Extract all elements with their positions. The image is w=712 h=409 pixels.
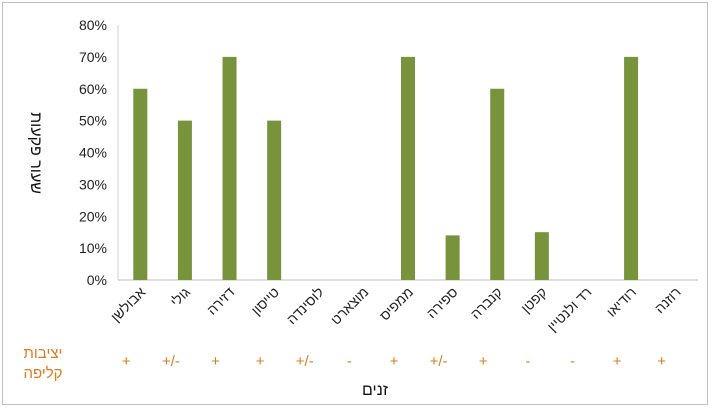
peel-stability-mark: +	[613, 353, 622, 370]
peel-stability-mark: +	[256, 353, 265, 370]
category-label: דזירה	[204, 284, 238, 318]
category-label: קנברה	[467, 284, 505, 322]
y-tick-label: 80%	[79, 17, 107, 33]
y-tick-label: 30%	[79, 176, 107, 192]
peel-stability-mark: -	[525, 353, 530, 370]
peel-stability-mark: +/-	[296, 353, 314, 370]
y-tick-label: 40%	[79, 145, 107, 161]
bar-10	[534, 232, 549, 280]
chart-frame: 0% 10% 20% 30% 40% 50% 60% 70% 80% אבולשן + גולי +/-…	[2, 2, 708, 405]
peel-stability-title: יציבות קליפה	[23, 345, 62, 382]
bar-1	[133, 88, 148, 280]
y-axis-title: שעור פקעות	[27, 112, 44, 194]
peel-stability-mark: +	[211, 353, 220, 370]
category-label: טייסון	[248, 284, 282, 318]
peel-stability-mark: +	[657, 353, 666, 370]
category-label: לוסינדה	[283, 284, 327, 328]
category-label: מוצארט	[327, 284, 371, 328]
peel-stability-mark: -	[570, 353, 575, 370]
category-label: רודיאו	[603, 284, 639, 320]
bar-chart: 0% 10% 20% 30% 40% 50% 60% 70% 80% אבולשן + גולי +/-…	[23, 17, 698, 399]
y-tick-label: 20%	[79, 208, 107, 224]
category-label: רוזנה	[651, 284, 684, 317]
y-tick-label: 50%	[79, 113, 107, 129]
bar-2	[177, 120, 192, 280]
y-tick-label: 70%	[79, 49, 107, 65]
y-tick-label: 0%	[87, 272, 107, 288]
x-axis-title: זנים	[362, 382, 388, 399]
peel-stability-mark: -	[347, 353, 352, 370]
bar-8	[445, 235, 460, 280]
bar-4	[267, 120, 282, 280]
peel-stability-mark: +/-	[430, 353, 448, 370]
category-label: ממפיס	[376, 284, 416, 324]
y-tick-label: 60%	[79, 81, 107, 97]
peel-stability-mark: +/-	[162, 353, 180, 370]
peel-stability-mark: +	[122, 353, 131, 370]
bar-12	[624, 56, 639, 280]
peel-stability-mark: +	[479, 353, 488, 370]
bar-3	[222, 56, 237, 280]
bar-9	[490, 88, 505, 280]
bar-7	[401, 56, 415, 280]
category-label: אבולשן	[107, 284, 148, 325]
category-label: רד ולנטיין	[544, 284, 595, 335]
peel-stability-mark: +	[390, 353, 399, 370]
category-label: ספירה	[423, 284, 461, 322]
category-label: גולי	[167, 284, 193, 310]
y-tick-label: 10%	[79, 240, 107, 256]
category-label: קפטן	[518, 284, 550, 316]
